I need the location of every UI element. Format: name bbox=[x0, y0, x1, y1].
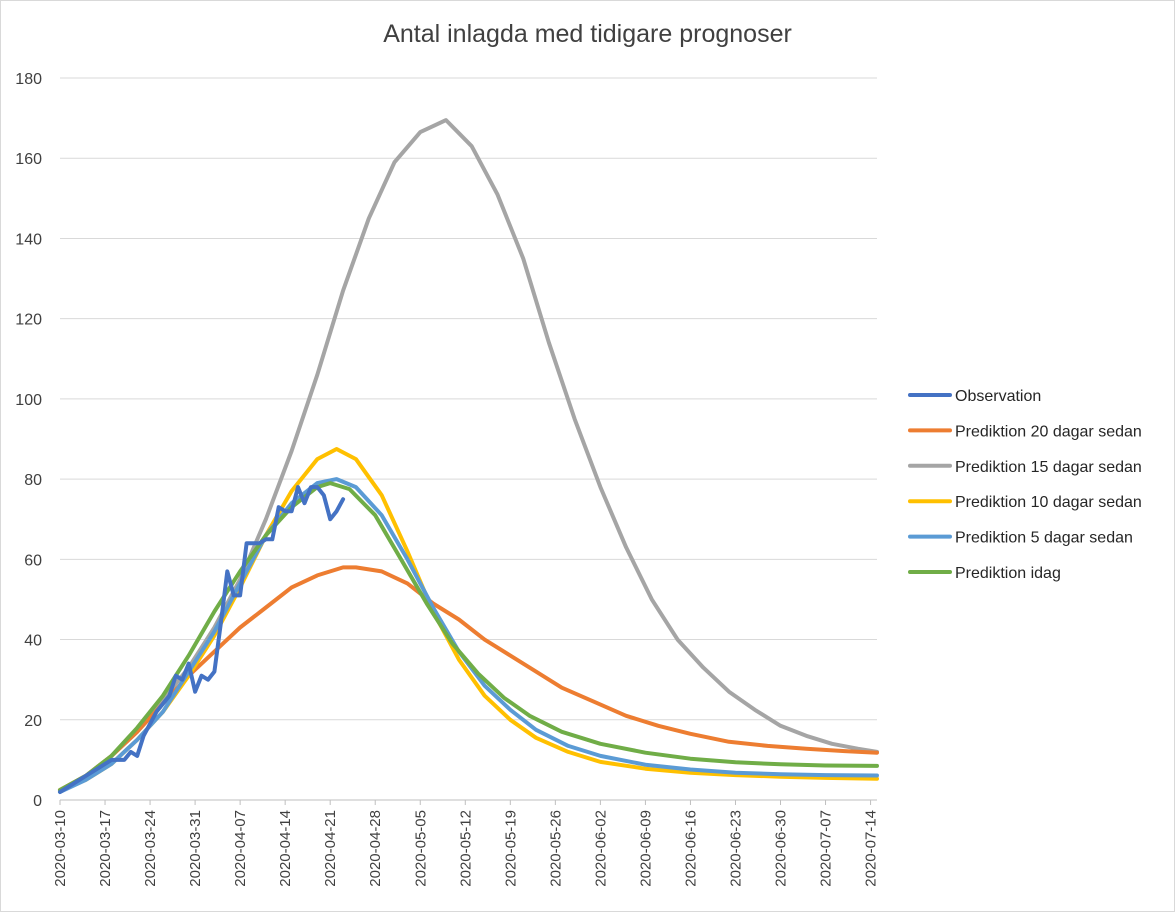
legend-label: Prediktion 10 dagar sedan bbox=[955, 494, 1142, 511]
y-tick-label: 120 bbox=[15, 312, 42, 329]
legend-label: Observation bbox=[955, 388, 1041, 405]
x-tick-label: 2020-07-14 bbox=[863, 810, 880, 887]
series-lines bbox=[58, 118, 879, 794]
x-tick-label: 2020-03-24 bbox=[142, 810, 159, 887]
x-tick-label: 2020-06-09 bbox=[637, 810, 654, 887]
x-tick-label: 2020-03-10 bbox=[52, 810, 69, 887]
legend-label: Prediktion idag bbox=[955, 565, 1061, 582]
x-tick-label: 2020-05-12 bbox=[457, 810, 474, 887]
y-tick-label: 60 bbox=[24, 552, 42, 569]
x-tick-label: 2020-05-05 bbox=[412, 810, 429, 887]
y-axis: 0 20 40 60 80 100 120 140 160 180 bbox=[15, 71, 42, 810]
series-line-prediktion-15-dagar-sedan bbox=[58, 118, 879, 792]
y-tick-label: 100 bbox=[15, 392, 42, 409]
x-tick-label: 2020-05-26 bbox=[547, 810, 564, 887]
x-axis: 2020-03-10 2020-03-17 2020-03-24 2020-03-31… bbox=[52, 800, 880, 887]
x-tick-label: 2020-06-23 bbox=[727, 810, 744, 887]
series-line-prediktion-10-dagar-sedan bbox=[58, 447, 879, 792]
y-tick-label: 40 bbox=[24, 633, 42, 650]
x-tick-label: 2020-06-02 bbox=[592, 810, 609, 887]
gridlines bbox=[60, 77, 877, 801]
x-tick-label: 2020-04-07 bbox=[232, 810, 249, 887]
y-tick-label: 0 bbox=[33, 793, 42, 810]
series-line-prediktion-5-dagar-sedan bbox=[58, 477, 879, 794]
x-tick-label: 2020-04-21 bbox=[322, 810, 339, 887]
y-tick-label: 20 bbox=[24, 713, 42, 730]
x-tick-label: 2020-05-19 bbox=[502, 810, 519, 887]
legend-label: Prediktion 15 dagar sedan bbox=[955, 459, 1142, 476]
x-tick-label: 2020-03-17 bbox=[97, 810, 114, 887]
x-tick-label: 2020-06-16 bbox=[682, 810, 699, 887]
y-tick-label: 80 bbox=[24, 472, 42, 489]
y-tick-label: 180 bbox=[15, 71, 42, 88]
y-tick-label: 140 bbox=[15, 231, 42, 248]
x-tick-label: 2020-06-30 bbox=[773, 810, 790, 887]
series-line-observation bbox=[58, 485, 346, 794]
legend-label: Prediktion 20 dagar sedan bbox=[955, 423, 1142, 440]
x-tick-label: 2020-04-14 bbox=[277, 810, 294, 887]
y-tick-label: 160 bbox=[15, 151, 42, 168]
chart-title: Antal inlagda med tidigare prognoser bbox=[383, 20, 792, 48]
x-tick-label: 2020-03-31 bbox=[187, 810, 204, 887]
legend-label: Prediktion 5 dagar sedan bbox=[955, 530, 1133, 547]
x-tick-label: 2020-07-07 bbox=[818, 810, 835, 887]
legend: Observation Prediktion 20 dagar sedan Pred… bbox=[908, 388, 1142, 582]
x-tick-label: 2020-04-28 bbox=[367, 810, 384, 887]
